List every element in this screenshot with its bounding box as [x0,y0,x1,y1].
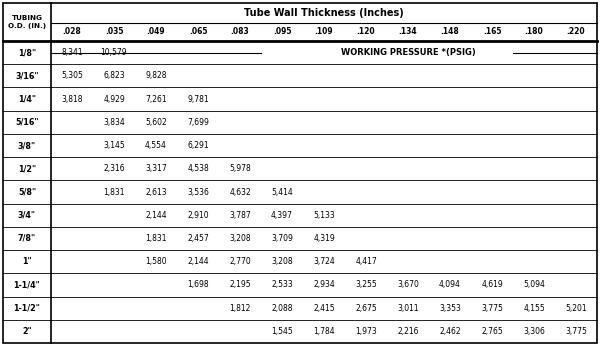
Text: 3,353: 3,353 [439,304,461,313]
Text: 2": 2" [22,327,32,336]
Text: 1/2": 1/2" [18,164,36,173]
Text: 2,195: 2,195 [229,280,251,289]
Text: 4,397: 4,397 [271,211,293,220]
Text: 2,144: 2,144 [187,257,209,266]
Text: 1/8": 1/8" [18,48,36,57]
Text: 8,341: 8,341 [61,48,83,57]
Text: 3,306: 3,306 [523,327,545,336]
Text: 3,536: 3,536 [187,188,209,197]
Text: 1,973: 1,973 [355,327,377,336]
Text: 7,261: 7,261 [145,94,167,103]
Text: 5,602: 5,602 [145,118,167,127]
Text: 2,613: 2,613 [145,188,167,197]
Text: 2,934: 2,934 [313,280,335,289]
Text: 3,255: 3,255 [355,280,377,289]
Text: .134: .134 [398,27,418,36]
Text: .220: .220 [566,27,586,36]
Text: .083: .083 [230,27,250,36]
Text: .109: .109 [314,27,334,36]
Text: 7/8": 7/8" [18,234,36,243]
Text: 2,462: 2,462 [439,327,461,336]
Text: 3,208: 3,208 [271,257,293,266]
Text: 1,831: 1,831 [103,188,125,197]
Text: 2,415: 2,415 [313,304,335,313]
Text: 5,414: 5,414 [271,188,293,197]
Text: 3,834: 3,834 [103,118,125,127]
Text: 3,317: 3,317 [145,164,167,173]
Text: 4,619: 4,619 [481,280,503,289]
Text: TUBING
O.D. (IN.): TUBING O.D. (IN.) [8,15,46,29]
Text: 6,291: 6,291 [187,141,209,150]
Text: 4,417: 4,417 [355,257,377,266]
Text: Tube Wall Thickness (Inches): Tube Wall Thickness (Inches) [244,8,404,18]
Text: 3,724: 3,724 [313,257,335,266]
Text: 3,787: 3,787 [229,211,251,220]
Text: 9,828: 9,828 [145,71,167,80]
Text: .120: .120 [356,27,376,36]
Text: 1": 1" [22,257,32,266]
Text: 5/16": 5/16" [15,118,39,127]
Text: 2,675: 2,675 [355,304,377,313]
Text: 3,670: 3,670 [397,280,419,289]
Text: 3,775: 3,775 [481,304,503,313]
Text: 3/4": 3/4" [18,211,36,220]
Text: 7,699: 7,699 [187,118,209,127]
Text: 3,011: 3,011 [397,304,419,313]
Text: 4,632: 4,632 [229,188,251,197]
Text: 1,831: 1,831 [145,234,167,243]
Text: 4,094: 4,094 [439,280,461,289]
Text: 1,812: 1,812 [229,304,251,313]
Text: 4,319: 4,319 [313,234,335,243]
Text: 2,144: 2,144 [145,211,167,220]
Text: 3,818: 3,818 [61,94,83,103]
Text: 5,305: 5,305 [61,71,83,80]
Text: 2,457: 2,457 [187,234,209,243]
Text: 6,823: 6,823 [103,71,125,80]
Text: 2,765: 2,765 [481,327,503,336]
Text: .028: .028 [62,27,82,36]
Text: .049: .049 [146,27,166,36]
Text: .180: .180 [524,27,544,36]
Text: 3,775: 3,775 [565,327,587,336]
Text: 4,554: 4,554 [145,141,167,150]
Text: 1,784: 1,784 [313,327,335,336]
Text: 2,316: 2,316 [103,164,125,173]
Text: 4,538: 4,538 [187,164,209,173]
Text: 1,698: 1,698 [187,280,209,289]
Text: 1,580: 1,580 [145,257,167,266]
Text: 2,770: 2,770 [229,257,251,266]
Text: 2,216: 2,216 [397,327,419,336]
Text: 10,579: 10,579 [101,48,127,57]
Text: .065: .065 [189,27,207,36]
Text: WORKING PRESSURE *(PSIG): WORKING PRESSURE *(PSIG) [341,48,475,57]
Text: 5,978: 5,978 [229,164,251,173]
Text: 1-1/4": 1-1/4" [14,280,40,289]
Text: 9,781: 9,781 [187,94,209,103]
Text: 3,208: 3,208 [229,234,251,243]
Text: 2,533: 2,533 [271,280,293,289]
Text: .148: .148 [440,27,460,36]
Text: 4,929: 4,929 [103,94,125,103]
Text: .095: .095 [273,27,291,36]
Text: 5,133: 5,133 [313,211,335,220]
Text: 5,201: 5,201 [565,304,587,313]
Text: 3/16": 3/16" [15,71,39,80]
Text: 3/8": 3/8" [18,141,36,150]
Text: 4,155: 4,155 [523,304,545,313]
Text: 1/4": 1/4" [18,94,36,103]
Text: 3,145: 3,145 [103,141,125,150]
Text: .035: .035 [105,27,123,36]
Text: 1,545: 1,545 [271,327,293,336]
Text: 2,088: 2,088 [271,304,293,313]
Text: 3,709: 3,709 [271,234,293,243]
Text: 5/8": 5/8" [18,188,36,197]
Text: 1-1/2": 1-1/2" [14,304,40,313]
Text: 5,094: 5,094 [523,280,545,289]
Text: .165: .165 [483,27,501,36]
Text: 2,910: 2,910 [187,211,209,220]
